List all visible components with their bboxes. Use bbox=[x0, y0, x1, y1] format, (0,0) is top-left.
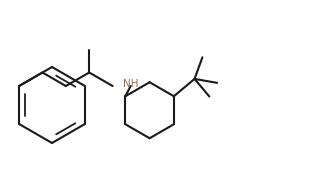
Text: NH: NH bbox=[123, 79, 138, 89]
